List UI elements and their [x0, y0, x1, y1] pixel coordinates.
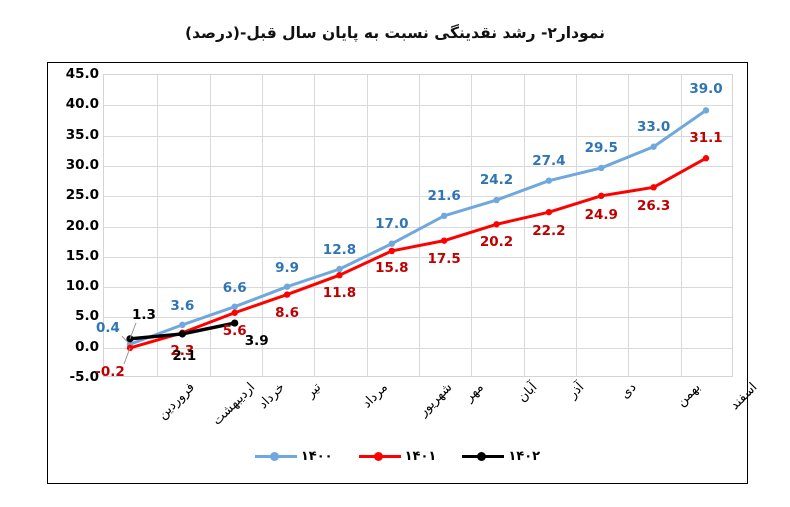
x-axis-tick-label: فروردین — [155, 380, 198, 423]
legend-swatch-icon — [254, 450, 297, 462]
legend-swatch-icon — [358, 450, 401, 462]
data-point-label: 17.5 — [427, 250, 461, 267]
data-point-label: 31.1 — [689, 130, 723, 147]
legend-marker-icon — [373, 452, 383, 461]
x-axis-tick-label: مرداد — [360, 380, 392, 412]
data-point-label: 8.6 — [275, 304, 300, 321]
data-point-label: 15.8 — [375, 259, 409, 276]
legend-swatch-icon — [462, 450, 505, 462]
data-point-label: 12.8 — [322, 242, 357, 259]
data-point-label: 22.2 — [532, 223, 566, 240]
y-axis-tick-label: 15.0 — [65, 247, 99, 264]
data-point-label: 24.9 — [584, 206, 618, 223]
y-axis-tick-label: 5.0 — [75, 308, 99, 325]
data-point-label: 26.3 — [636, 198, 671, 215]
legend-marker-icon — [477, 452, 487, 461]
legend-label: ۱۴۰۰ — [300, 448, 333, 464]
x-axis-tick-label: آذر — [565, 380, 588, 402]
y-axis-tick-label: 10.0 — [65, 278, 99, 295]
y-axis-tick-label: -5.0 — [69, 369, 99, 385]
data-point-label: 27.4 — [532, 152, 566, 169]
data-point-label: 9.9 — [275, 259, 300, 276]
data-point-label: 33.0 — [636, 118, 671, 135]
page-title: نمودار۲- رشد نقدینگی نسبت به پایان سال ق… — [185, 24, 605, 42]
data-point-label: -0.2 — [95, 363, 125, 380]
x-axis-tick-label: مهر — [462, 380, 487, 405]
data-point-label: 39.0 — [689, 81, 723, 98]
data-point-label: 3.6 — [170, 297, 195, 314]
x-axis-tick-label: بهمن — [673, 380, 704, 410]
y-axis-tick-label: 20.0 — [65, 217, 99, 234]
y-axis-tick-label: 25.0 — [65, 187, 99, 204]
y-axis-tick-label: 40.0 — [65, 96, 99, 113]
legend-1400[interactable]: ۱۴۰۰ — [254, 448, 333, 464]
x-axis: فروردین اردیبهشت خرداد تیر مرداد شهریور مهر آبا… — [103, 380, 760, 440]
data-point-label: 3.9 — [244, 333, 269, 350]
data-point-label: 2.3 — [170, 342, 195, 359]
legend-1402[interactable]: ۱۴۰۲ — [462, 449, 540, 464]
data-point-label: 11.8 — [322, 285, 357, 302]
x-axis-tick-label: تیر — [303, 380, 325, 402]
data-point-label: 29.5 — [584, 139, 618, 156]
x-axis-tick-label: اردیبهشت — [210, 380, 259, 429]
legend-1401[interactable]: ۱۴۰۱ — [358, 448, 437, 464]
data-point-label: 20.2 — [479, 234, 514, 251]
x-axis-tick-label: شهریور — [415, 380, 456, 420]
x-axis-tick-label: آبان — [514, 380, 540, 406]
data-point-label: 24.2 — [479, 172, 514, 189]
y-axis: 45.0 40.0 35.0 30.0 25.0 20.0 15.0 10.0 5.0 0.0 -5… — [45, 66, 99, 385]
y-axis-tick-label: 30.0 — [65, 156, 99, 173]
legend-marker-icon — [269, 452, 279, 461]
data-point-label: 2.1 — [172, 347, 197, 364]
legend: ۱۴۰۰ ۱۴۰۱ ۱۴۰۲ — [47, 441, 748, 471]
data-point-label: 21.6 — [427, 187, 461, 204]
data-point-label: 5.6 — [222, 322, 247, 339]
x-axis-tick-label: خرداد — [255, 380, 288, 413]
legend-label: ۱۴۰۱ — [404, 448, 437, 464]
data-point-label: 0.4 — [96, 320, 120, 337]
x-axis-tick-label: دی — [617, 380, 640, 402]
data-point-label: 1.3 — [132, 306, 156, 323]
data-labels: 0.4 3.6 6.6 9.9 12.8 17.0 21.6 24.2 27.4 29.5 33.0… — [95, 74, 733, 380]
legend-label: ۱۴۰۲ — [508, 448, 541, 464]
y-axis-tick-label: 45.0 — [65, 66, 99, 82]
y-axis-tick-label: 0.0 — [75, 338, 99, 355]
gridline-horizontal — [104, 105, 732, 107]
data-point-label: 6.6 — [222, 279, 247, 296]
data-point-label: 17.0 — [375, 215, 409, 232]
y-axis-tick-label: 35.0 — [65, 126, 99, 143]
